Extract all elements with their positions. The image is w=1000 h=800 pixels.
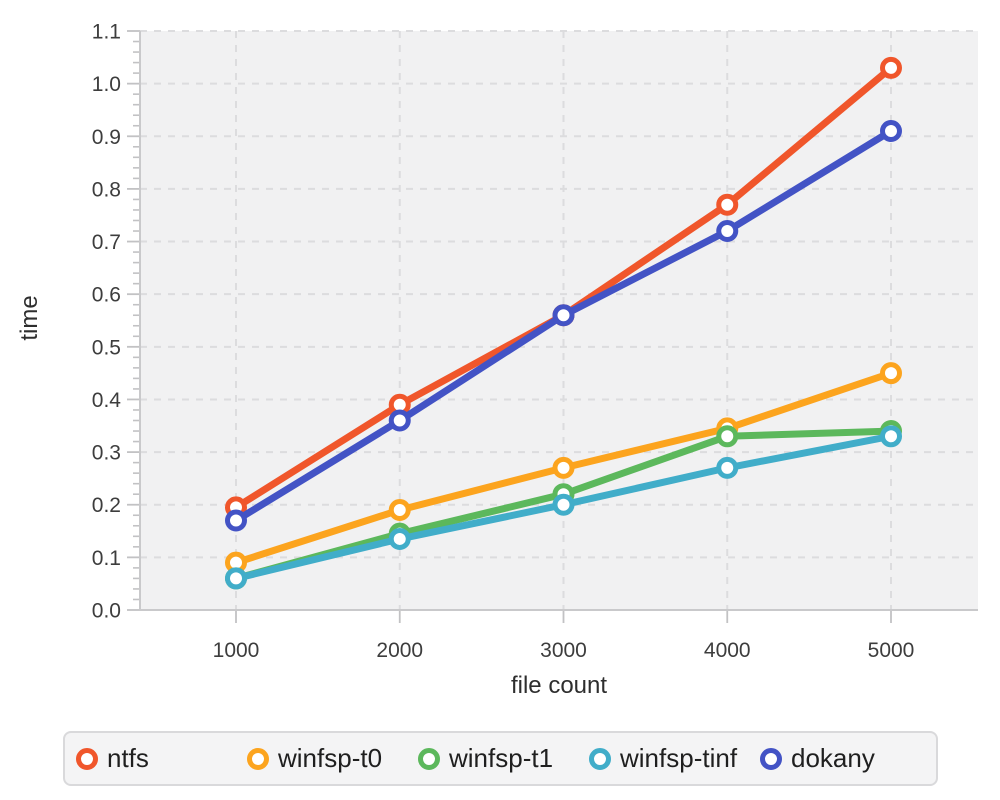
x-tick-label: 3000	[540, 639, 587, 662]
legend-label: ntfs	[107, 742, 149, 773]
legend: ntfs winfsp-t0 winfsp-t1 winfsp-tinf dokany	[63, 731, 938, 786]
legend-item-ntfs[interactable]: ntfs	[76, 745, 247, 773]
data-point-winfsp-t1-4000	[716, 425, 739, 448]
y-tick-label: 0.9	[92, 126, 121, 149]
data-point-dokany-5000	[880, 120, 902, 143]
legend-marker-icon-winfsp-tinf	[589, 747, 611, 770]
data-point-dokany-3000	[552, 304, 575, 327]
data-point-dokany-4000	[716, 220, 739, 243]
legend-marker-icon-dokany	[760, 747, 782, 770]
y-tick-label: 0.7	[92, 231, 121, 254]
data-point-winfsp-t0-5000	[880, 362, 902, 385]
x-tick-label: 4000	[704, 639, 751, 662]
legend-item-dokany[interactable]: dokany	[760, 745, 875, 773]
data-point-winfsp-tinf-5000	[880, 425, 902, 448]
series-dokany	[225, 120, 902, 532]
x-tick-label: 2000	[376, 639, 423, 662]
data-point-winfsp-tinf-2000	[388, 527, 411, 550]
legend-label: winfsp-t0	[278, 742, 383, 773]
x-tick-label: 5000	[868, 639, 915, 662]
data-point-ntfs-4000	[716, 193, 739, 216]
tick-labels: 0.0 0.1 0.2 0.3 0.4 0.5 0.6 0.7 0.8 0.9 1.0 1.1 1000…	[92, 21, 915, 663]
legend-label: winfsp-tinf	[620, 742, 738, 773]
data-point-dokany-1000	[225, 509, 247, 532]
data-point-dokany-2000	[388, 409, 411, 432]
legend-marker-icon-ntfs	[76, 747, 98, 770]
y-tick-label: 0.5	[92, 336, 121, 359]
x-tick-label: 1000	[213, 639, 260, 662]
y-tick-label: 1.1	[92, 21, 121, 44]
legend-marker-icon-winfsp-t0	[247, 747, 269, 770]
legend-item-winfsp-t1[interactable]: winfsp-t1	[418, 745, 589, 773]
y-tick-label: 0.6	[92, 284, 121, 307]
y-tick-label: 0.4	[92, 389, 122, 412]
y-tick-label: 0.0	[92, 600, 121, 623]
series-winfsp-tinf	[225, 425, 902, 590]
data-point-winfsp-t0-2000	[388, 498, 411, 521]
y-tick-label: 0.8	[92, 178, 121, 201]
legend-label: dokany	[791, 742, 875, 773]
line-chart-plot: 0.0 0.1 0.2 0.3 0.4 0.5 0.6 0.7 0.8 0.9 1.0 1.1 1000…	[92, 21, 978, 663]
y-tick-label: 1.0	[92, 73, 121, 96]
legend-marker-icon-winfsp-t1	[418, 747, 440, 770]
data-point-winfsp-tinf-1000	[225, 567, 247, 590]
data-point-winfsp-tinf-4000	[716, 456, 739, 479]
y-axis-title: time	[16, 295, 43, 341]
data-point-ntfs-5000	[880, 56, 902, 79]
y-tick-label: 0.2	[92, 494, 121, 517]
axis-ticks	[127, 30, 892, 623]
x-axis-title: file count	[510, 672, 608, 699]
y-tick-label: 0.3	[92, 442, 121, 465]
y-tick-label: 0.1	[92, 547, 121, 570]
data-point-winfsp-t0-3000	[552, 456, 575, 479]
legend-item-winfsp-t0[interactable]: winfsp-t0	[247, 745, 418, 773]
legend-label: winfsp-t1	[449, 742, 554, 773]
data-point-winfsp-tinf-3000	[552, 493, 575, 516]
legend-item-winfsp-tinf[interactable]: winfsp-tinf	[589, 745, 760, 773]
